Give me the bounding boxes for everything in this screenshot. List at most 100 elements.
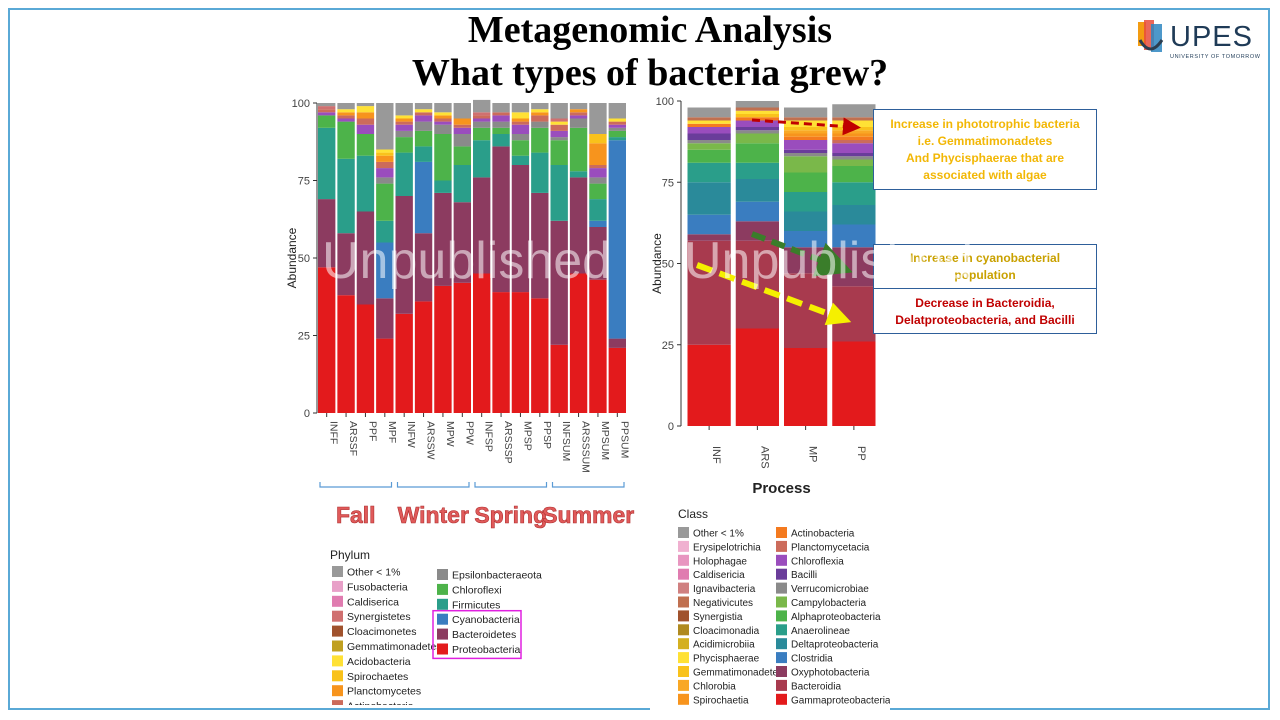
bar-segment [337,118,355,122]
legend-swatch [776,679,787,691]
bar-segment [569,103,588,110]
bar-segment [511,118,530,122]
bar-segment [492,146,510,293]
bar-segment [589,103,607,134]
season-label: Spring [474,502,547,528]
bar-segment [569,171,588,178]
bar-segment [318,127,336,200]
bar-segment [589,177,607,184]
bar-segment [569,109,588,113]
legend-swatch [678,610,689,622]
bar-segment [337,112,355,116]
bar-segment [832,182,876,205]
bar-segment [832,341,876,426]
x-tick-label: MPF [386,421,398,443]
legend-label: Actinobacteria [791,529,855,540]
legend-label: Acidimicrobiia [693,640,755,651]
legend-swatch [776,554,787,566]
bar-segment [337,233,355,296]
bar-segment [434,112,452,116]
bar-segment [434,180,452,193]
legend-title: Phylum [330,548,370,562]
x-tick-label: INFSP [483,421,495,452]
bar-segment [337,158,355,234]
bar-segment [832,143,876,153]
bar-segment [414,301,433,413]
x-tick-label: ARS [758,446,770,469]
legend-swatch [776,652,787,664]
legend-label: Anaerolineae [791,626,850,637]
legend-highlight-box [432,609,522,660]
bar-segment [735,101,779,108]
bar-segment [492,103,510,113]
x-tick-label: MPW [444,421,456,447]
bar-segment [735,162,779,179]
bar-segment [569,177,588,274]
bar-segment [473,177,491,274]
bar-segment [687,140,731,144]
x-tick-label: PPW [463,421,475,445]
bar-segment [453,103,471,119]
bar-segment [832,117,876,121]
bar-segment [492,127,510,134]
bar-segment [735,117,779,121]
bar-segment [492,115,510,122]
bar-segment [784,130,828,134]
y-tick-label: 75 [662,177,674,189]
bar-segment [511,121,530,125]
x-tick-label: ARSSF [347,421,359,456]
y-tick-label: 50 [298,253,310,265]
bar-segment [414,121,433,131]
legend-label: Bacilli [791,570,817,581]
legend-swatch [332,610,343,622]
bar-segment [784,172,828,192]
x-tick-label: MPSUM [599,421,611,460]
bar-segment [453,124,471,128]
bar-segment [832,153,876,157]
bar-segment [589,143,607,165]
annotation-line: Decrease in Bacteroidia, [915,296,1055,310]
bar-segment [687,214,731,235]
bar-segment [531,103,549,110]
bar-segment [784,149,828,153]
bar-segment [687,234,731,241]
legend-label: Caldiserica [347,596,399,608]
bar-segment [453,127,471,134]
legend-label: Cyanobacteria [452,614,520,626]
bar-segment [376,168,394,178]
bar-segment [318,109,336,113]
legend-swatch [437,628,448,640]
bar-segment [434,118,452,122]
annotation-line: population [954,268,1016,282]
legend-swatch [678,582,689,594]
legend-swatch [776,624,787,636]
bar-segment [608,130,626,138]
bar-segment [832,133,876,137]
bar-segment [473,127,491,141]
bar-segment [376,220,394,243]
legend-label: Negativicutes [693,598,753,609]
legend-label: Phycisphaerae [693,654,760,665]
bar-segment [318,115,336,128]
legend-swatch [678,666,689,677]
bar-segment [608,137,626,141]
class-legend-panel: Class Other < 1% Erysipelotrichia Holophaga… [650,500,891,712]
bar-segment [356,124,375,134]
bar-segment [414,109,433,113]
bar-segment [318,103,336,107]
x-tick-label: INF [710,446,722,464]
y-tick-label: 75 [298,176,310,188]
bar-segment [589,279,607,413]
bar-segment [395,124,413,131]
bar-segment [376,338,394,413]
class-stacked-bar-chart: 0 25 50 75 100 Abundance INF ARS MP PP Process [650,96,876,497]
bar-segment [784,247,828,274]
bar-segment [414,130,433,147]
legend-swatch [678,624,689,636]
bar-segment [735,127,779,131]
bar-segment [453,202,471,283]
legend-swatch [437,569,448,580]
legend-swatch [678,554,689,566]
phylum-stacked-bar-chart: 0 25 50 75 100 Abundance INFF ARSSF PPF MPF INFW AR… [285,98,635,705]
bar-segment [550,220,568,345]
